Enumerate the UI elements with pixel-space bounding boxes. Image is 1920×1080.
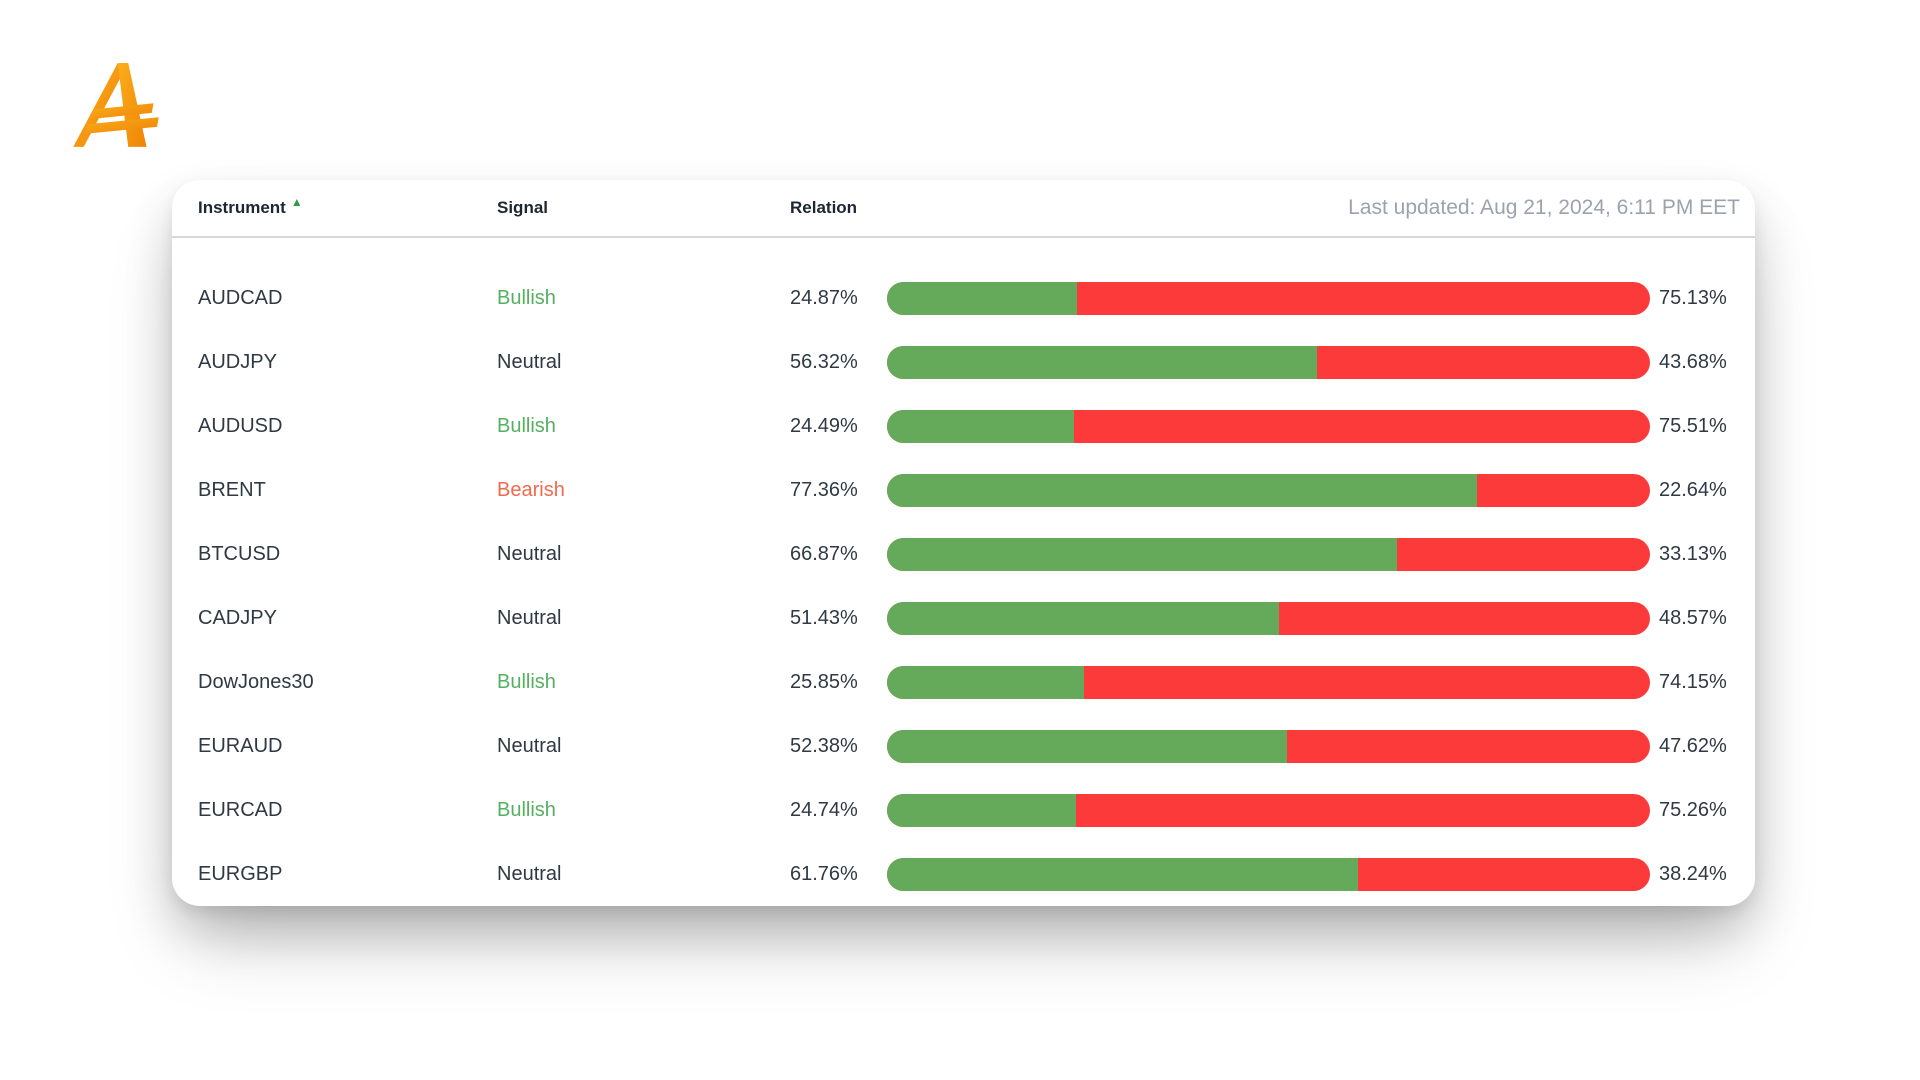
brand-logo[interactable] [68, 60, 164, 150]
bullish-percent-value: 56.32% [790, 350, 858, 373]
instrument-name: AUDCAD [198, 286, 283, 309]
instrument-name: EURCAD [198, 798, 283, 821]
table-row[interactable]: AUDCAD Bullish 24.87% 75.13% [172, 266, 1755, 330]
bullish-percent-value: 24.87% [790, 286, 858, 309]
column-header-instrument-label: Instrument [198, 198, 286, 217]
relation-bar [887, 665, 1650, 699]
table-row[interactable]: AUDJPY Neutral 56.32% 43.68% [172, 330, 1755, 394]
bullish-percent-value: 25.85% [790, 670, 858, 693]
bullish-percent-value: 24.74% [790, 798, 858, 821]
bullish-bar-segment [887, 345, 1317, 379]
table-body: AUDCAD Bullish 24.87% 75.13% AUDJPY Neut… [172, 238, 1755, 906]
relation-bar [887, 793, 1650, 827]
instrument-name: BRENT [198, 478, 266, 501]
bullish-percent-value: 52.38% [790, 734, 858, 757]
bullish-percent-value: 61.76% [790, 862, 858, 885]
bearish-percent-value: 74.15% [1659, 670, 1727, 693]
bullish-bar-segment [887, 601, 1280, 635]
relation-bar [887, 281, 1650, 315]
table-row[interactable]: CADJPY Neutral 51.43% 48.57% [172, 586, 1755, 650]
table-row[interactable]: AUDUSD Bullish 24.49% 75.51% [172, 394, 1755, 458]
brand-a-icon [73, 63, 159, 147]
signal-label: Neutral [497, 350, 562, 373]
relation-bar [887, 409, 1650, 443]
instrument-name: EURGBP [198, 862, 283, 885]
table-row[interactable]: DowJones30 Bullish 25.85% 74.15% [172, 650, 1755, 714]
bearish-percent-value: 75.51% [1659, 414, 1727, 437]
bearish-percent-value: 47.62% [1659, 734, 1727, 757]
bullish-percent-value: 66.87% [790, 542, 858, 565]
bearish-percent-value: 75.26% [1659, 798, 1727, 821]
bullish-bar-segment [887, 665, 1085, 699]
signal-label: Neutral [497, 606, 562, 629]
signal-label: Neutral [497, 862, 562, 885]
bearish-percent-value: 43.68% [1659, 350, 1727, 373]
bullish-bar-segment [887, 793, 1076, 827]
bearish-percent-value: 48.57% [1659, 606, 1727, 629]
relation-bar [887, 729, 1650, 763]
table-row[interactable]: EURGBP Neutral 61.76% 38.24% [172, 842, 1755, 906]
instrument-name: CADJPY [198, 606, 277, 629]
instrument-name: AUDJPY [198, 350, 277, 373]
market-sentiment-card: Instrument ▲ Signal Relation Last updated… [172, 180, 1755, 906]
relation-bar [887, 345, 1650, 379]
bullish-bar-segment [887, 857, 1359, 891]
instrument-name: AUDUSD [198, 414, 283, 437]
table-row[interactable]: EURCAD Bullish 24.74% 75.26% [172, 778, 1755, 842]
last-updated-label: Last updated: Aug 21, 2024, 6:11 PM EET [1348, 196, 1740, 219]
bullish-bar-segment [887, 537, 1398, 571]
table-row[interactable]: EURAUD Neutral 52.38% 47.62% [172, 714, 1755, 778]
table-row[interactable]: BTCUSD Neutral 66.87% 33.13% [172, 522, 1755, 586]
bullish-bar-segment [887, 729, 1287, 763]
bearish-percent-value: 38.24% [1659, 862, 1727, 885]
column-header-relation[interactable]: Relation [790, 198, 858, 217]
instrument-name: BTCUSD [198, 542, 281, 565]
signal-label: Bearish [497, 478, 565, 501]
sort-ascending-icon: ▲ [290, 195, 303, 209]
bearish-percent-value: 22.64% [1659, 478, 1727, 501]
instrument-name: EURAUD [198, 734, 283, 757]
table-row[interactable]: BRENT Bearish 77.36% 22.64% [172, 458, 1755, 522]
bullish-bar-segment [887, 409, 1074, 443]
signal-label: Neutral [497, 542, 562, 565]
bullish-percent-value: 77.36% [790, 478, 858, 501]
table-header-row: Instrument ▲ Signal Relation Last updated… [172, 180, 1755, 238]
bullish-percent-value: 24.49% [790, 414, 858, 437]
signal-label: Bullish [497, 798, 556, 821]
bullish-bar-segment [887, 473, 1478, 507]
relation-bar [887, 473, 1650, 507]
relation-bar [887, 601, 1650, 635]
signal-label: Bullish [497, 670, 556, 693]
relation-bar [887, 537, 1650, 571]
signal-label: Neutral [497, 734, 562, 757]
bearish-percent-value: 75.13% [1659, 286, 1727, 309]
signal-label: Bullish [497, 414, 556, 437]
bullish-percent-value: 51.43% [790, 606, 858, 629]
column-header-signal[interactable]: Signal [497, 198, 549, 217]
relation-bar [887, 857, 1650, 891]
bullish-bar-segment [887, 281, 1077, 315]
column-header-instrument[interactable]: Instrument ▲ [198, 195, 497, 218]
signal-label: Bullish [497, 286, 556, 309]
instrument-name: DowJones30 [198, 670, 314, 693]
bearish-percent-value: 33.13% [1659, 542, 1727, 565]
